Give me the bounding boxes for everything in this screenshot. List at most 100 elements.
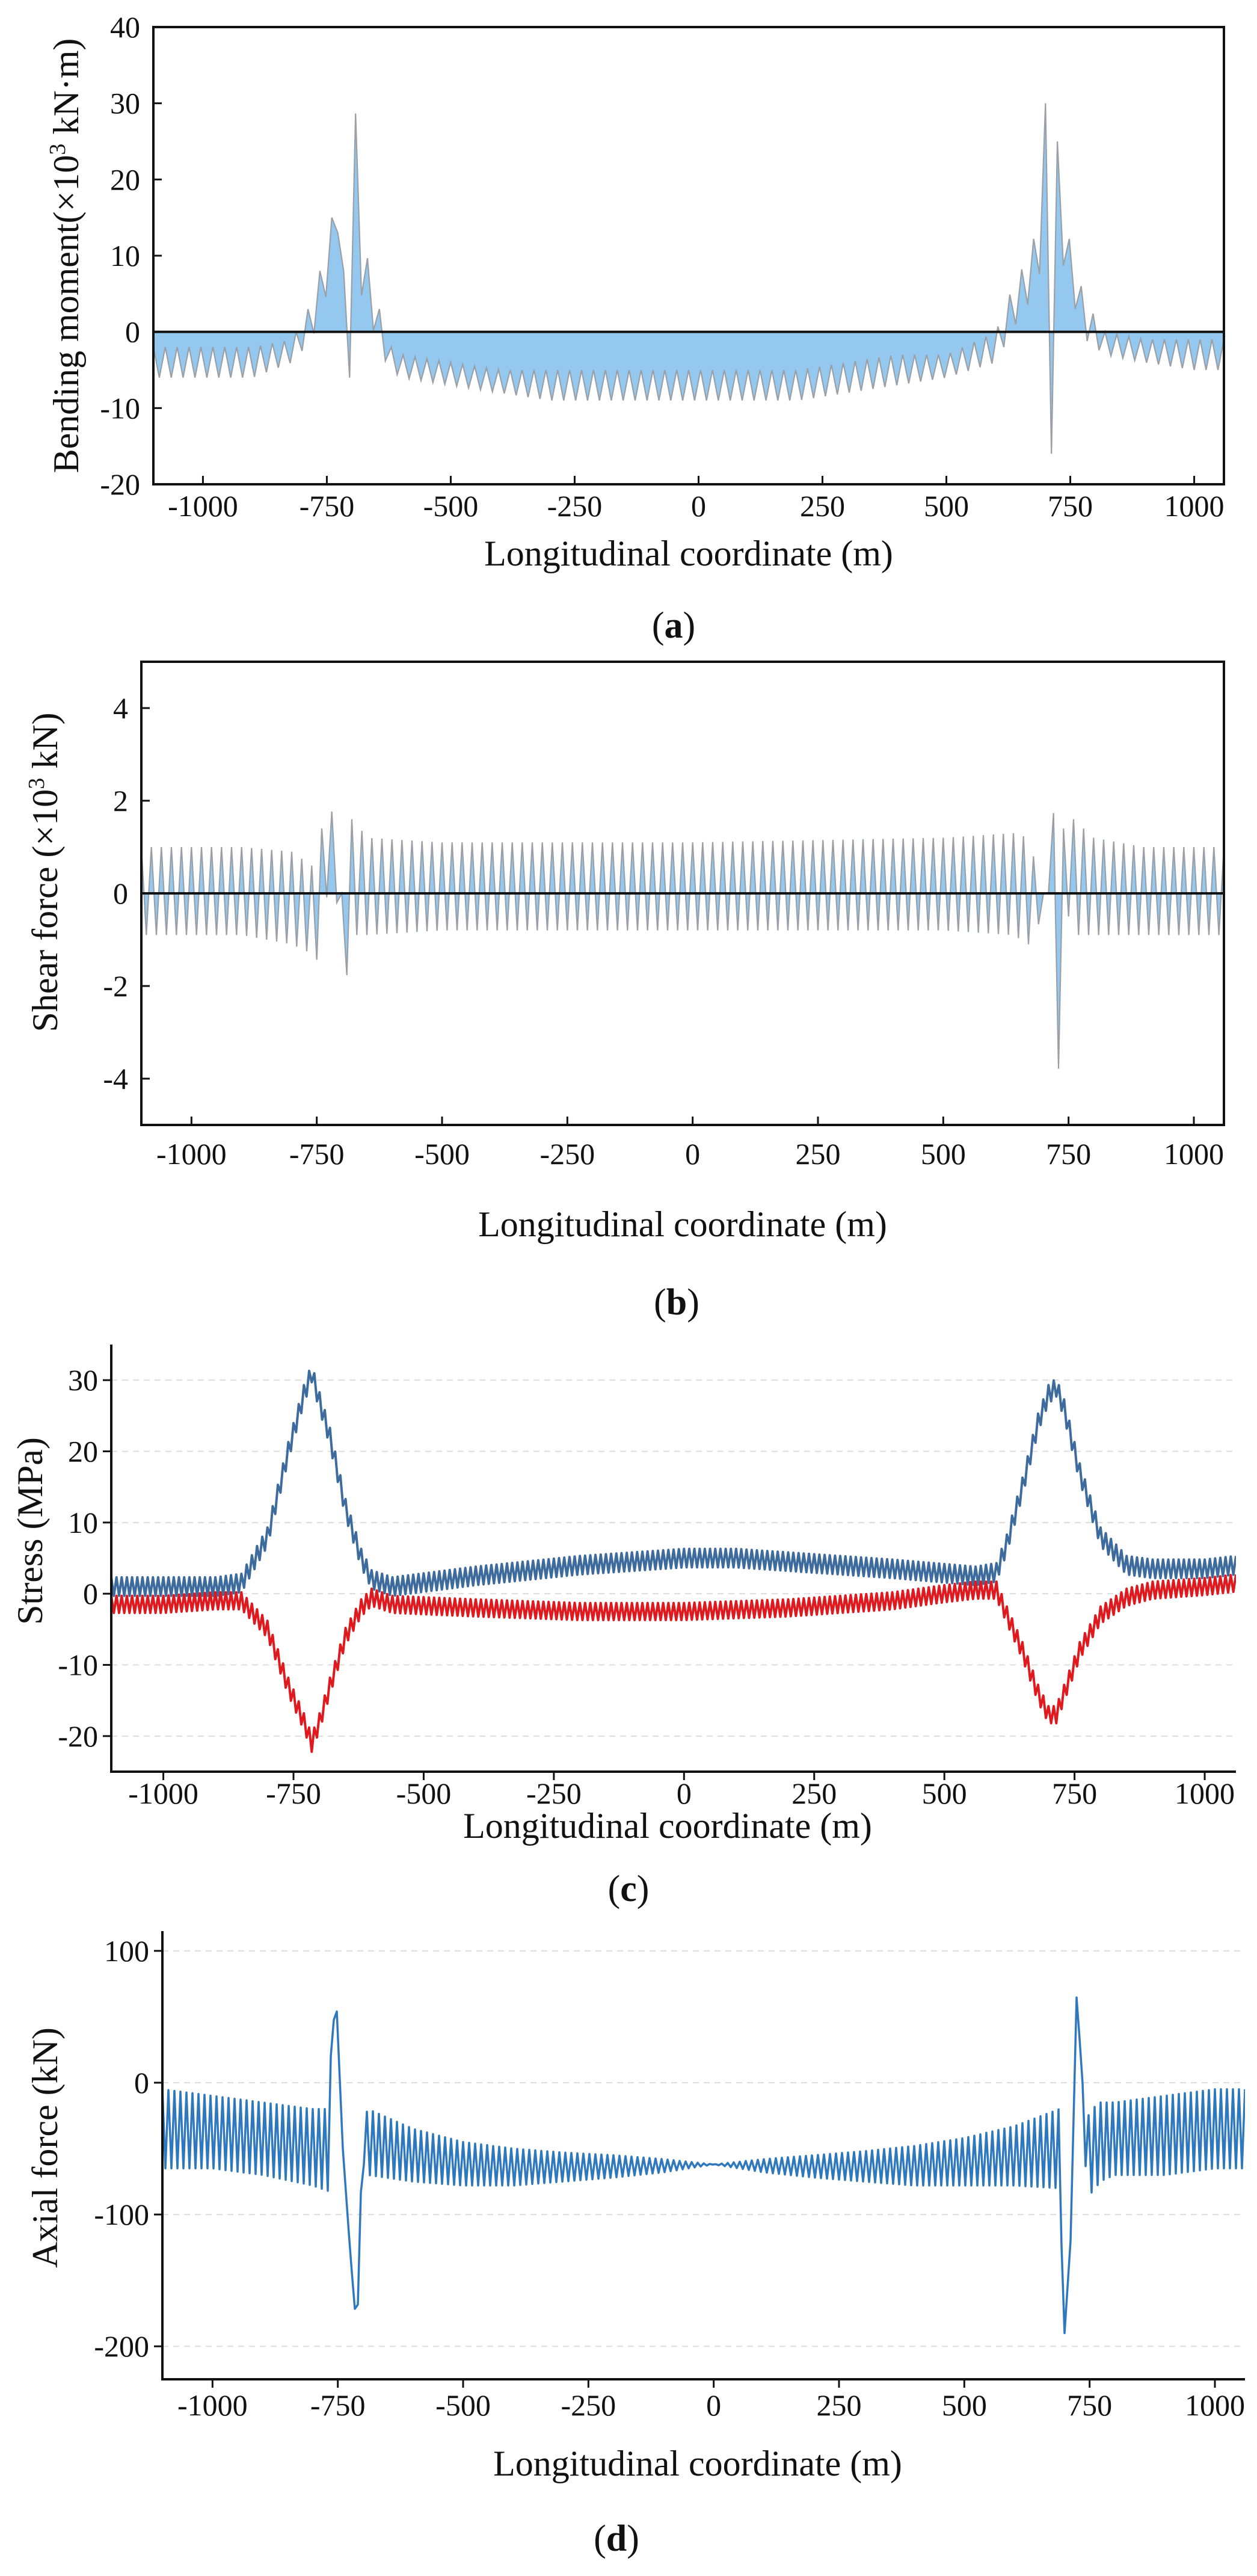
y-tick-label-c-0: -20 — [58, 1719, 98, 1753]
series-line-c-0 — [111, 1369, 1236, 1597]
x-tick-label-d-3: -250 — [561, 2388, 616, 2422]
panel-caption-b: (b) — [654, 1282, 699, 1323]
x-tick-label-d-2: -500 — [435, 2388, 491, 2422]
series-line-d-0 — [162, 1996, 1245, 2335]
x-axis-title-a: Longitudinal coordinate (m) — [484, 534, 893, 573]
x-tick-label-c-2: -500 — [396, 1776, 452, 1810]
plot-area-a — [153, 103, 1224, 454]
y-tick-label-a-4: 20 — [110, 162, 140, 196]
y-tick-label-c-3: 10 — [68, 1506, 98, 1539]
y-tick-label-a-1: -10 — [100, 391, 140, 425]
x-tick-label-a-8: 1000 — [1164, 489, 1225, 523]
x-tick-label-b-5: 250 — [796, 1137, 841, 1171]
y-tick-label-d-2: 0 — [134, 2066, 149, 2100]
y-tick-label-a-6: 40 — [110, 10, 140, 44]
x-tick-label-b-4: 0 — [685, 1137, 700, 1171]
stress-plot — [111, 1369, 1236, 1753]
x-axis-title-d: Longitudinal coordinate (m) — [493, 2444, 902, 2483]
x-tick-label-d-6: 500 — [942, 2388, 987, 2422]
x-tick-label-d-1: -750 — [310, 2388, 366, 2422]
x-tick-label-c-8: 1000 — [1175, 1776, 1235, 1810]
y-tick-label-a-0: -20 — [100, 467, 140, 501]
x-axis-title-b: Longitudinal coordinate (m) — [478, 1204, 887, 1244]
panel-a: -20 -10 0 10 20 30 40 -1000 -750 -500 -250 0 250 500… — [45, 10, 1225, 646]
y-tick-label-d-3: 100 — [104, 1934, 149, 1968]
y-tick-label-d-1: -100 — [94, 2198, 149, 2231]
y-axis-title-b: Shear force (×103 kN) — [24, 713, 65, 1032]
x-tick-label-a-0: -1000 — [168, 489, 238, 523]
y-tick-label-b-2: 0 — [113, 877, 128, 910]
y-axis-title-d: Axial force (kN) — [25, 2027, 65, 2268]
series-fill-a — [153, 103, 1224, 454]
grid-d — [162, 1950, 1245, 2347]
panel-caption-a: (a) — [652, 605, 695, 646]
x-tick-label-b-6: 500 — [921, 1137, 966, 1171]
plot-area-d — [162, 1996, 1245, 2335]
panel-caption-c: (c) — [608, 1869, 650, 1909]
x-tick-label-a-6: 500 — [924, 489, 969, 523]
y-axis-title-a: Bending moment(×103 kN·m) — [45, 39, 86, 473]
x-tick-label-c-7: 750 — [1052, 1776, 1097, 1810]
x-tick-label-a-2: -500 — [423, 489, 479, 523]
x-tick-label-c-0: -1000 — [128, 1776, 198, 1810]
y-axis-title-c: Stress (MPa) — [10, 1437, 50, 1625]
axes-c — [110, 1345, 1236, 1773]
series-fill-b — [141, 812, 1224, 1069]
shear-force-plot — [141, 811, 1224, 1069]
y-tick-label-c-4: 20 — [68, 1435, 98, 1468]
x-ticks-d: -1000 -750 -500 -250 0 250 500 750 1000 — [177, 2379, 1245, 2422]
x-tick-label-b-7: 750 — [1046, 1137, 1091, 1171]
series-outline-b — [141, 811, 1224, 1069]
x-tick-label-a-3: -250 — [547, 489, 603, 523]
y-ticks-b: -4 -2 0 2 4 — [103, 691, 150, 1095]
y-tick-label-b-4: 4 — [113, 691, 128, 725]
y-tick-label-d-0: -200 — [94, 2329, 149, 2363]
x-tick-label-d-0: -1000 — [177, 2388, 248, 2422]
x-tick-label-d-8: 1000 — [1185, 2388, 1245, 2422]
axes-d — [161, 1931, 1245, 2380]
x-tick-label-c-3: -250 — [526, 1776, 582, 1810]
x-tick-label-b-2: -500 — [414, 1137, 470, 1171]
x-tick-label-c-4: 0 — [677, 1776, 692, 1810]
series-line-c-1 — [111, 1574, 1236, 1753]
plot-area-b — [141, 811, 1224, 1069]
y-ticks-d: -200 -100 0 100 — [94, 1934, 162, 2363]
x-axis-title-c: Longitudinal coordinate (m) — [463, 1806, 872, 1846]
x-tick-label-a-5: 250 — [800, 489, 845, 523]
y-tick-label-b-1: -2 — [103, 969, 128, 1003]
y-ticks-c: -20 -10 0 10 20 30 — [58, 1363, 111, 1753]
series-outline-a — [153, 103, 1224, 454]
axial-force-plot — [162, 1996, 1245, 2335]
x-tick-label-b-0: -1000 — [156, 1137, 227, 1171]
panel-caption-d: (d) — [594, 2518, 639, 2559]
y-tick-label-a-2: 0 — [125, 315, 140, 349]
y-tick-label-b-3: 2 — [113, 784, 128, 818]
y-tick-label-b-0: -4 — [103, 1062, 128, 1095]
x-tick-label-d-7: 750 — [1067, 2388, 1112, 2422]
x-tick-label-d-5: 250 — [817, 2388, 862, 2422]
x-tick-label-a-7: 750 — [1048, 489, 1093, 523]
x-ticks-c: -1000 -750 -500 -250 0 250 500 750 1000 — [128, 1772, 1235, 1810]
grid-c — [111, 1379, 1236, 1737]
plot-area-c — [111, 1369, 1236, 1753]
x-tick-label-b-3: -250 — [540, 1137, 595, 1171]
x-tick-label-c-5: 250 — [791, 1776, 837, 1810]
x-tick-label-c-6: 500 — [922, 1776, 967, 1810]
x-tick-label-a-4: 0 — [691, 489, 706, 523]
y-tick-label-a-5: 30 — [110, 87, 140, 120]
bending-moment-plot — [153, 103, 1224, 454]
x-ticks-a: -1000 -750 -500 -250 0 250 500 750 1000 — [168, 476, 1225, 523]
y-tick-label-c-1: -10 — [58, 1648, 98, 1682]
y-ticks-a: -20 -10 0 10 20 30 40 — [100, 10, 162, 501]
x-tick-label-d-4: 0 — [706, 2388, 721, 2422]
x-tick-label-b-1: -750 — [289, 1137, 345, 1171]
x-tick-label-a-1: -750 — [300, 489, 355, 523]
panel-c: -20 -10 0 10 20 30 -1000 -750 -500 -250 0 250 500 75… — [10, 1345, 1236, 1909]
y-tick-label-a-3: 10 — [110, 239, 140, 273]
x-tick-label-c-1: -750 — [266, 1776, 321, 1810]
x-ticks-b: -1000 -750 -500 -250 0 250 500 750 1000 — [156, 1117, 1224, 1171]
y-tick-label-c-5: 30 — [68, 1363, 98, 1397]
